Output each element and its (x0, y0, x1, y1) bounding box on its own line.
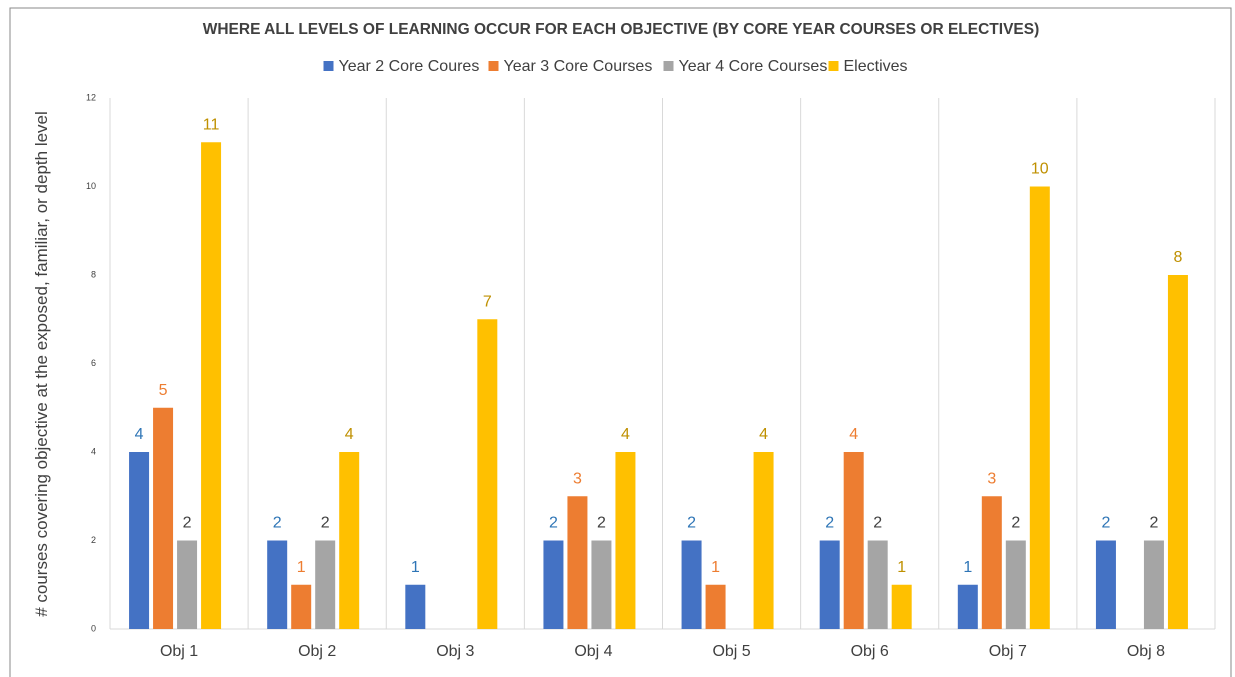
data-label: 2 (273, 515, 282, 532)
data-label: 4 (345, 426, 354, 443)
bar (1167, 275, 1188, 629)
bar (1005, 540, 1026, 629)
legend-label: Year 3 Core Courses (504, 58, 653, 75)
bar (129, 452, 150, 629)
data-label: 2 (1149, 515, 1158, 532)
x-tick-label: Obj 6 (851, 643, 889, 660)
data-label: 8 (1173, 249, 1182, 266)
data-label: 1 (963, 559, 972, 576)
y-tick-label: 10 (86, 181, 96, 191)
bar (153, 407, 174, 629)
chart-frame (9, 7, 1232, 677)
data-label: 2 (825, 515, 834, 532)
bar (615, 452, 636, 629)
bar (567, 496, 588, 629)
legend-swatch (323, 61, 334, 71)
y-tick-label: 12 (86, 92, 96, 102)
data-label: 3 (987, 470, 996, 487)
bar (177, 540, 198, 629)
legend-label: Year 2 Core Coures (339, 58, 480, 75)
data-label: 1 (411, 559, 420, 576)
data-label: 4 (135, 426, 144, 443)
x-tick-label: Obj 5 (712, 643, 750, 660)
x-tick-label: Obj 7 (989, 643, 1027, 660)
bar (957, 584, 978, 629)
y-tick-label: 8 (91, 269, 96, 279)
x-tick-label: Obj 4 (574, 643, 612, 660)
data-label: 1 (711, 559, 720, 576)
bar (405, 584, 426, 629)
data-label: 4 (621, 426, 630, 443)
data-label: 4 (849, 426, 858, 443)
y-tick-label: 0 (91, 623, 96, 633)
data-label: 2 (549, 515, 558, 532)
data-label: 2 (183, 515, 192, 532)
data-label: 2 (321, 515, 330, 532)
bar (819, 540, 840, 629)
bar (267, 540, 288, 629)
bar (477, 319, 498, 629)
y-tick-label: 2 (91, 535, 96, 545)
bar (543, 540, 564, 629)
bar (339, 452, 360, 629)
legend-label: Year 4 Core Courses (679, 58, 828, 75)
legend-label: Electives (844, 58, 908, 75)
data-label: 1 (297, 559, 306, 576)
bar (981, 496, 1002, 629)
data-label: 3 (573, 470, 582, 487)
chart-title: WHERE ALL LEVELS OF LEARNING OCCUR FOR E… (203, 21, 1040, 38)
data-label: 2 (873, 515, 882, 532)
bar (1029, 186, 1050, 629)
x-tick-label: Obj 2 (298, 643, 336, 660)
data-label: 2 (1011, 515, 1020, 532)
data-label: 10 (1031, 161, 1049, 178)
bar (591, 540, 612, 629)
y-tick-label: 4 (91, 446, 96, 456)
bar (201, 142, 222, 629)
y-axis-label: # courses covering objective at the expo… (32, 111, 51, 617)
bar (291, 584, 312, 629)
data-label: 11 (203, 116, 220, 133)
bar (843, 452, 864, 629)
bar (1095, 540, 1116, 629)
x-tick-label: Obj 3 (436, 643, 474, 660)
legend-swatch (663, 61, 674, 71)
data-label: 7 (483, 293, 492, 310)
legend-swatch (488, 61, 499, 71)
data-label: 4 (759, 426, 768, 443)
legend-swatch (828, 61, 839, 71)
data-label: 2 (597, 515, 606, 532)
data-label: 2 (1101, 515, 1110, 532)
bar (753, 452, 774, 629)
x-tick-label: Obj 1 (160, 643, 198, 660)
bar (681, 540, 702, 629)
bar (1143, 540, 1164, 629)
x-tick-label: Obj 8 (1127, 643, 1165, 660)
bar (705, 584, 726, 629)
bar (315, 540, 336, 629)
data-label: 1 (897, 559, 906, 576)
y-tick-label: 6 (91, 358, 96, 368)
bar (867, 540, 888, 629)
data-label: 2 (687, 515, 696, 532)
data-label: 5 (159, 382, 168, 399)
bar (891, 584, 912, 629)
